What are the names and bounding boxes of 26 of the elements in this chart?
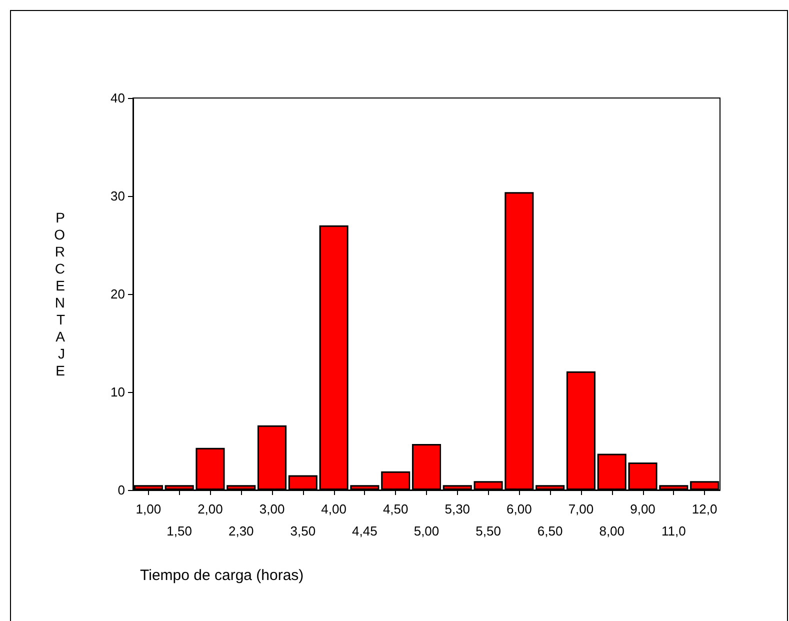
x-tick-label: 4,45 xyxy=(352,524,378,538)
y-tick-label: 0 xyxy=(118,482,125,498)
y-tick-label: 10 xyxy=(110,384,125,400)
x-tick-label: 11,0 xyxy=(661,524,686,538)
x-tick-label: 6,00 xyxy=(506,502,532,516)
y-tick-label: 40 xyxy=(110,90,125,106)
x-tick-label: 4,50 xyxy=(382,502,408,516)
x-tick-label: 1,50 xyxy=(166,524,192,538)
x-tick-label: 6,50 xyxy=(537,524,563,538)
x-tick-label: 5,30 xyxy=(444,502,470,516)
x-tick-label: 4,00 xyxy=(321,502,346,516)
x-tick-label: 7,00 xyxy=(568,502,594,516)
text: PORCENTAJE xyxy=(54,210,65,378)
x-tick-label: 9,00 xyxy=(630,502,656,516)
x-axis-title: Tiempo de carga (horas) xyxy=(140,567,304,584)
x-tick-label: 5,00 xyxy=(414,524,440,538)
x-tick-label: 1,00 xyxy=(136,502,162,516)
x-tick-label: 2,30 xyxy=(228,524,254,538)
x-tick-label: 12,0 xyxy=(692,502,718,516)
x-tick-label: 3,50 xyxy=(290,524,316,538)
y-tick-label: 30 xyxy=(110,188,125,204)
x-tick-label: 2,00 xyxy=(198,502,223,516)
x-tick-label: 3,00 xyxy=(259,502,285,516)
x-tick-label: 5,50 xyxy=(476,524,501,538)
x-tick-label: 8,00 xyxy=(599,524,625,538)
y-tick-label: 20 xyxy=(110,286,125,302)
